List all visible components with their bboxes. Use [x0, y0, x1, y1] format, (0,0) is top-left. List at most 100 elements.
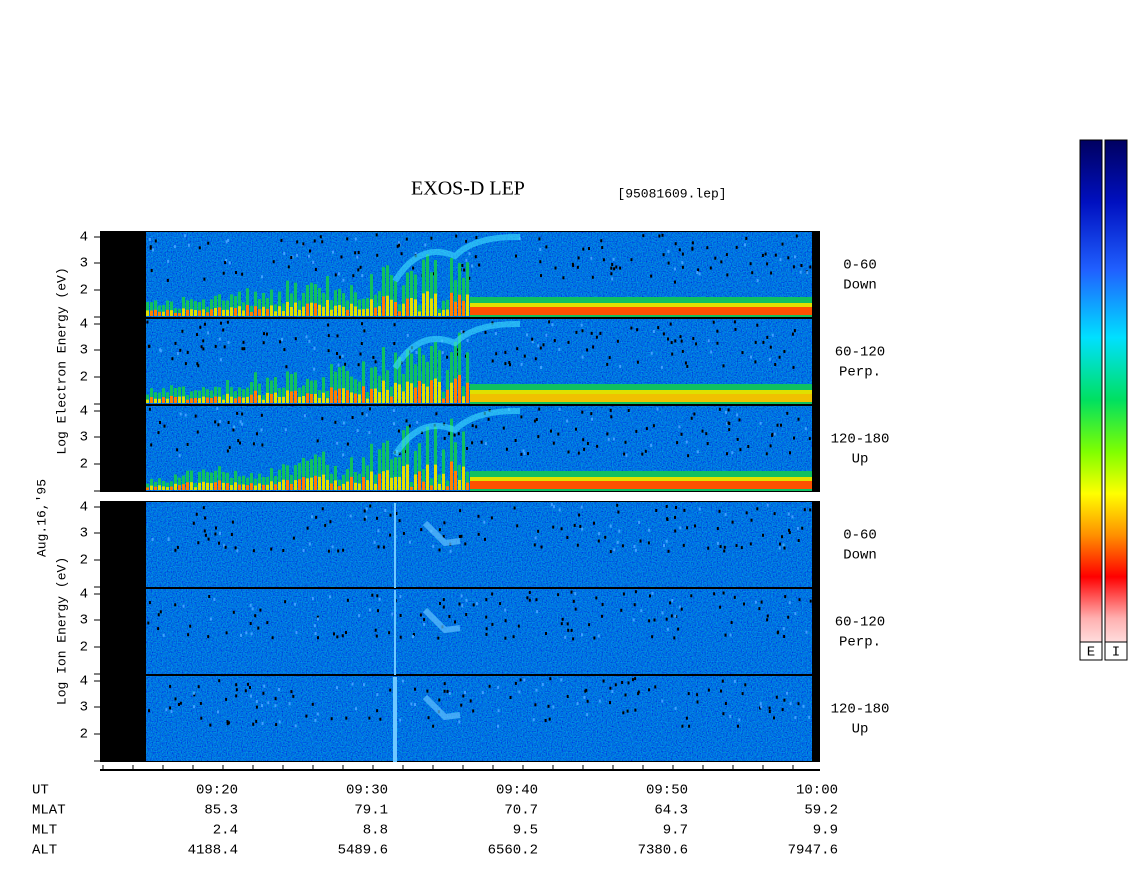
speckle [693, 412, 696, 416]
spike-core [414, 474, 417, 490]
speckle [505, 447, 508, 451]
speckle [174, 603, 177, 607]
direction-label: Down [843, 278, 877, 294]
spike-core [306, 393, 309, 403]
speckle [716, 541, 719, 545]
spike [146, 483, 149, 490]
speckle [599, 331, 602, 335]
speckle [262, 341, 265, 345]
spike [466, 471, 469, 490]
speckle [548, 320, 551, 324]
speckle [458, 535, 461, 538]
spike [330, 300, 333, 316]
spike-core [318, 397, 321, 403]
spike-core [202, 481, 205, 490]
spike-core [146, 399, 149, 403]
spike-core [458, 294, 461, 316]
speckle [336, 334, 339, 338]
spike-core [358, 394, 361, 403]
spike [162, 305, 165, 316]
spike-core [150, 310, 153, 316]
speckle [165, 708, 168, 712]
speckle [311, 515, 313, 519]
spike [242, 302, 245, 316]
spike [394, 457, 397, 490]
speckle [684, 361, 687, 365]
spike-core [198, 398, 201, 403]
speckle [509, 363, 511, 367]
speckle [545, 333, 548, 337]
spike [362, 361, 365, 403]
spike [442, 391, 445, 403]
speckle [313, 239, 316, 243]
speckle [610, 415, 613, 419]
speckle [541, 682, 544, 686]
speckle [545, 245, 548, 249]
speckle [491, 592, 494, 596]
spike-core [198, 310, 201, 316]
speckle [371, 593, 374, 597]
spike [454, 280, 457, 316]
speckle [750, 518, 753, 522]
speckle [224, 545, 227, 549]
speckle [384, 509, 387, 512]
speckle [609, 701, 611, 705]
y-tick-label: 2 [80, 457, 88, 473]
spike-core [206, 397, 209, 403]
speckle [782, 627, 785, 631]
speckle [787, 256, 790, 260]
speckle [178, 454, 181, 458]
speckle [592, 345, 595, 349]
spike-core [370, 388, 373, 403]
spike [406, 349, 409, 403]
spike-core [430, 485, 433, 490]
speckle [609, 408, 612, 412]
speckle [199, 325, 202, 329]
speckle [321, 240, 324, 244]
speckle [378, 597, 381, 601]
speckle [199, 701, 202, 705]
speckle [570, 628, 573, 632]
spike [422, 469, 425, 490]
speckle [744, 243, 746, 247]
ephemeris-value: 85.3 [204, 803, 238, 819]
speckle [754, 340, 757, 344]
speckle [754, 600, 757, 604]
speckle [357, 363, 360, 367]
speckle [534, 357, 537, 361]
spike-core [266, 392, 269, 403]
speckle [216, 407, 219, 411]
speckle [534, 703, 537, 707]
spike-core [382, 296, 385, 316]
spike-core [342, 388, 345, 403]
band-core [470, 481, 812, 489]
spike-core [318, 476, 321, 490]
speckle [252, 442, 255, 446]
spike-core [386, 295, 389, 316]
spike [426, 361, 429, 403]
speckle [303, 414, 306, 418]
speckle [249, 603, 252, 607]
speckle [649, 594, 651, 598]
speckle [278, 720, 281, 724]
speckle [801, 526, 804, 530]
speckle [795, 234, 798, 238]
file-name: [95081609.lep] [617, 186, 726, 201]
spike [286, 465, 289, 490]
speckle [388, 631, 391, 635]
speckle [783, 635, 786, 638]
spike-core [210, 309, 213, 316]
speckle [397, 429, 400, 433]
spike-core [230, 485, 233, 490]
spike-core [386, 389, 389, 403]
speckle [375, 233, 378, 237]
speckle [566, 419, 569, 423]
speckle [358, 614, 361, 618]
ephemeris-value: 6560.2 [488, 843, 538, 859]
colorbar-box [1079, 641, 1103, 661]
spike [382, 347, 385, 403]
speckle [337, 549, 340, 553]
speckle [472, 709, 475, 713]
spectrogram-background [146, 589, 812, 674]
speckle [766, 335, 769, 339]
